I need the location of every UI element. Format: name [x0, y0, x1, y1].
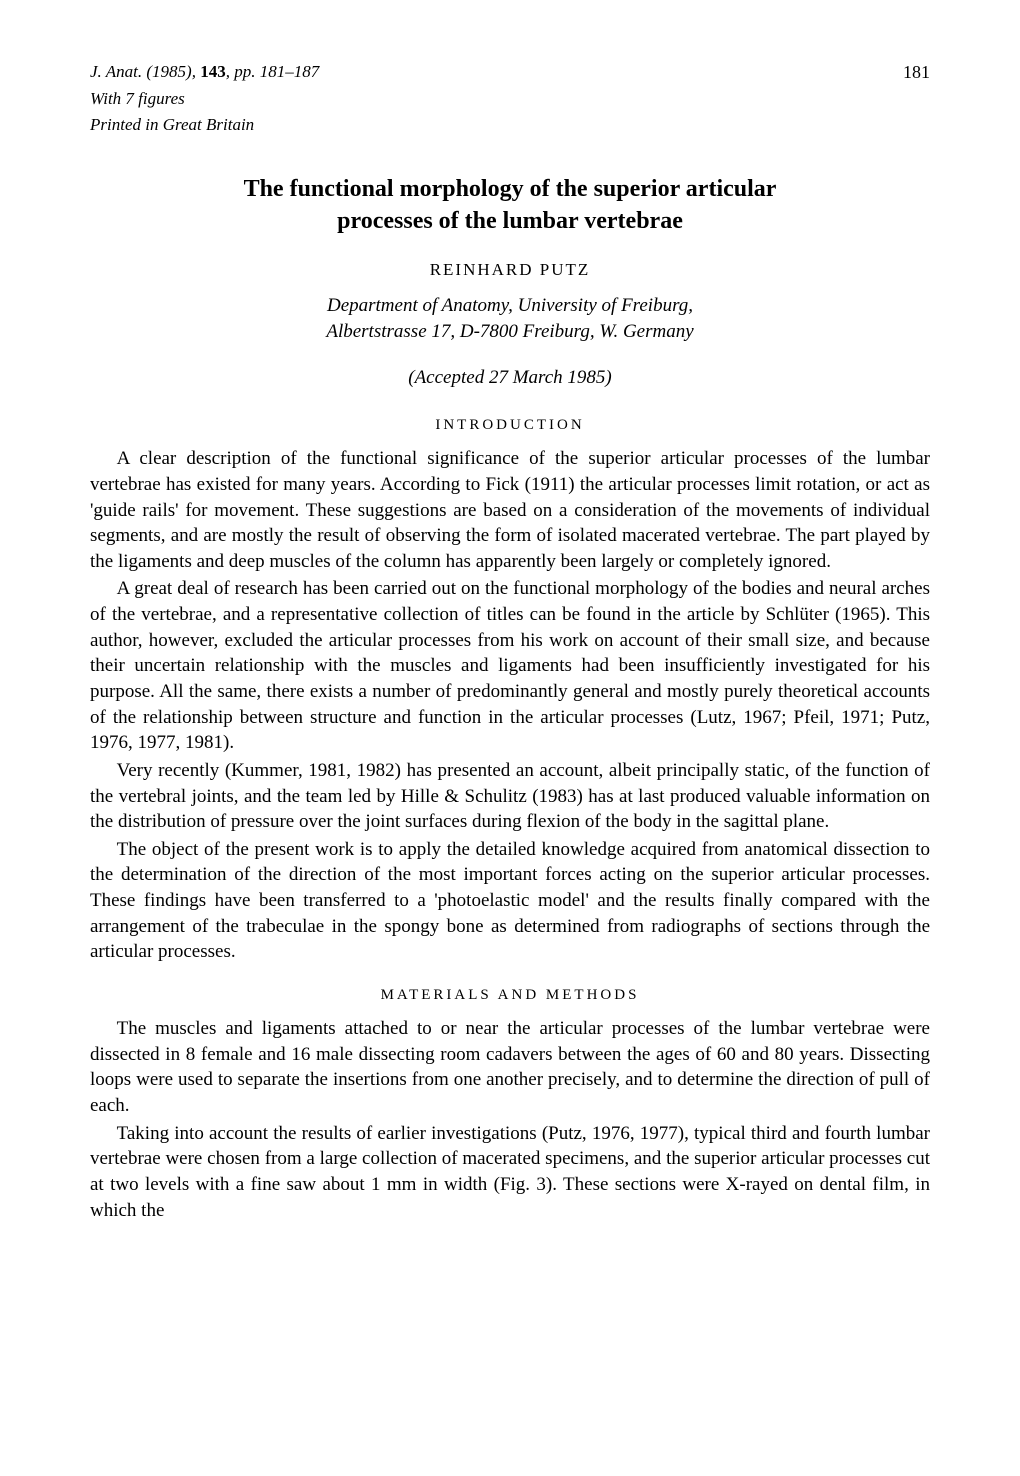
- printed-in: Printed in Great Britain: [90, 113, 930, 137]
- journal-pages: , pp. 181–187: [226, 62, 320, 81]
- section-heading-materials: MATERIALS AND METHODS: [90, 985, 930, 1006]
- page-number: 181: [903, 60, 930, 85]
- intro-paragraph-2: A great deal of research has been carrie…: [90, 576, 930, 755]
- journal-reference: J. Anat. (1985), 143, pp. 181–187: [90, 60, 319, 84]
- intro-paragraph-3: Very recently (Kummer, 1981, 1982) has p…: [90, 758, 930, 835]
- affiliation-line-2: Albertstrasse 17, D-7800 Freiburg, W. Ge…: [326, 321, 693, 342]
- figures-count: With 7 figures: [90, 87, 930, 111]
- section-heading-introduction: INTRODUCTION: [90, 415, 930, 436]
- journal-header: J. Anat. (1985), 143, pp. 181–187 181: [90, 60, 930, 85]
- author-name: REINHARD PUTZ: [90, 258, 930, 282]
- paper-title: The functional morphology of the superio…: [90, 173, 930, 238]
- author-affiliation: Department of Anatomy, University of Fre…: [90, 293, 930, 344]
- accepted-date: (Accepted 27 March 1985): [90, 365, 930, 392]
- journal-volume: 143: [200, 62, 226, 81]
- materials-paragraph-2: Taking into account the results of earli…: [90, 1121, 930, 1224]
- journal-year: (1985): [146, 62, 191, 81]
- journal-name: J. Anat.: [90, 62, 142, 81]
- intro-paragraph-1: A clear description of the functional si…: [90, 446, 930, 574]
- materials-paragraph-1: The muscles and ligaments attached to or…: [90, 1016, 930, 1119]
- affiliation-line-1: Department of Anatomy, University of Fre…: [327, 295, 693, 316]
- intro-paragraph-4: The object of the present work is to app…: [90, 837, 930, 965]
- title-line-2: processes of the lumbar vertebrae: [337, 208, 683, 234]
- title-line-1: The functional morphology of the superio…: [244, 176, 777, 202]
